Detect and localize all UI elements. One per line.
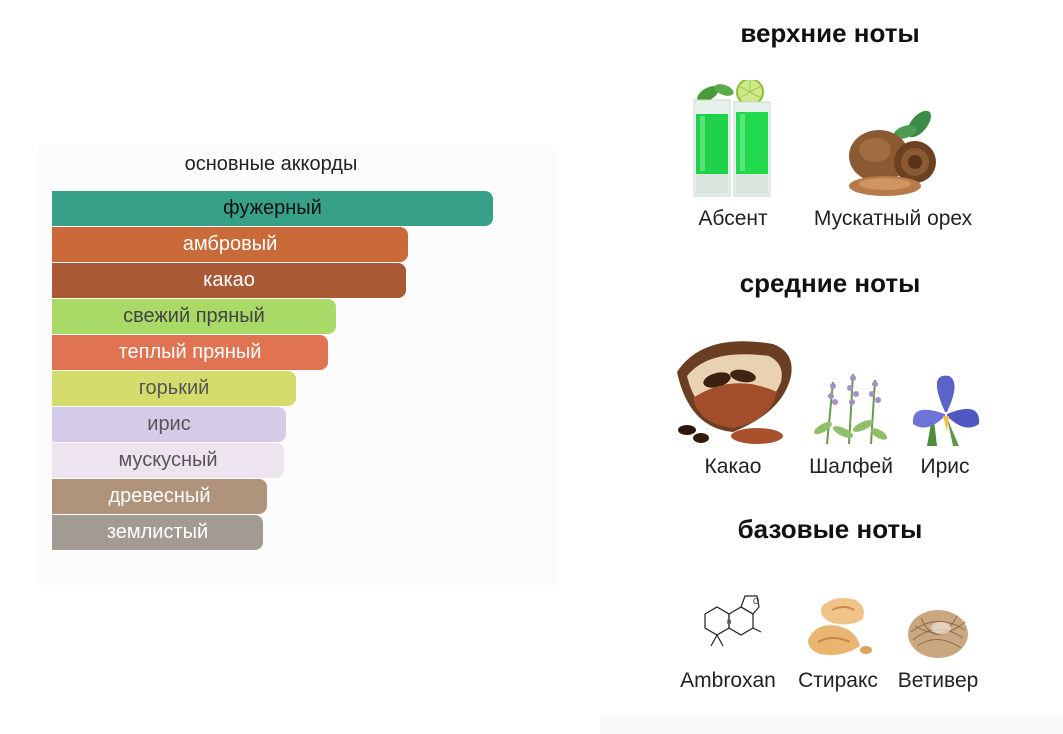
middle-notes-title: средние ноты (739, 268, 921, 298)
accord-label: свежий пряный (123, 305, 265, 327)
note-absinthe[interactable]: Абсент (686, 78, 780, 231)
svg-text:O: O (753, 597, 759, 606)
note-cacao[interactable]: Какао (674, 332, 792, 479)
absinthe-icon (690, 78, 776, 203)
sage-icon (813, 372, 889, 451)
note-label: Какао (704, 455, 762, 478)
note-sage[interactable]: Шалфей (800, 372, 902, 479)
note-label: Ирис (920, 455, 970, 478)
nutmeg-icon (845, 104, 941, 203)
accord-label: мускусный (118, 449, 218, 471)
accord-bar: землистый (52, 515, 263, 550)
svg-text:H: H (727, 620, 731, 626)
accord-label: ирис (147, 413, 191, 435)
accords-title: основные аккорды (184, 153, 358, 175)
note-label: Абсент (698, 207, 768, 230)
accords-panel: основные аккорды фужерный амбровый какао св… (38, 145, 558, 585)
accord-bar: ирис (52, 407, 286, 442)
accord-bar: свежий пряный (52, 299, 336, 334)
iris-icon (907, 372, 983, 451)
accord-label: древесный (108, 485, 211, 507)
note-styrax[interactable]: Стиракс (790, 592, 886, 693)
accord-bar: горький (52, 371, 296, 406)
vetiver-icon (907, 602, 969, 665)
note-label: Шалфей (809, 455, 893, 478)
note-label: Ветивер (897, 669, 979, 692)
accord-label: фужерный (223, 197, 322, 219)
styrax-icon (802, 592, 874, 665)
cacao-icon (673, 332, 793, 451)
note-label: Ambroxan (680, 669, 776, 692)
accord-bar: какао (52, 263, 406, 298)
note-vetiver[interactable]: Ветивер (890, 602, 986, 693)
note-iris[interactable]: Ирис (905, 372, 985, 479)
accord-label: теплый пряный (118, 341, 262, 363)
ambroxan-molecule-icon: O H (693, 592, 763, 665)
accord-label: какао (203, 269, 255, 291)
accord-label: землистый (106, 521, 209, 543)
note-nutmeg[interactable]: Мускатный орех (800, 104, 986, 231)
accord-bar: амбровый (52, 227, 408, 262)
notes-pyramid: верхние ноты Абсент (600, 0, 1063, 734)
note-label: Мускатный орех (813, 207, 973, 230)
top-notes-title: верхние ноты (740, 18, 920, 48)
note-ambroxan[interactable]: O H Ambroxan (672, 592, 784, 693)
accord-bar: фужерный (52, 191, 493, 226)
accord-label: горький (138, 377, 210, 399)
accord-bar: теплый пряный (52, 335, 328, 370)
note-label: Стиракс (798, 669, 878, 692)
accord-bar: древесный (52, 479, 267, 514)
accord-bar: мускусный (52, 443, 284, 478)
accord-label: амбровый (182, 233, 278, 255)
base-notes-title: базовые ноты (737, 514, 923, 544)
